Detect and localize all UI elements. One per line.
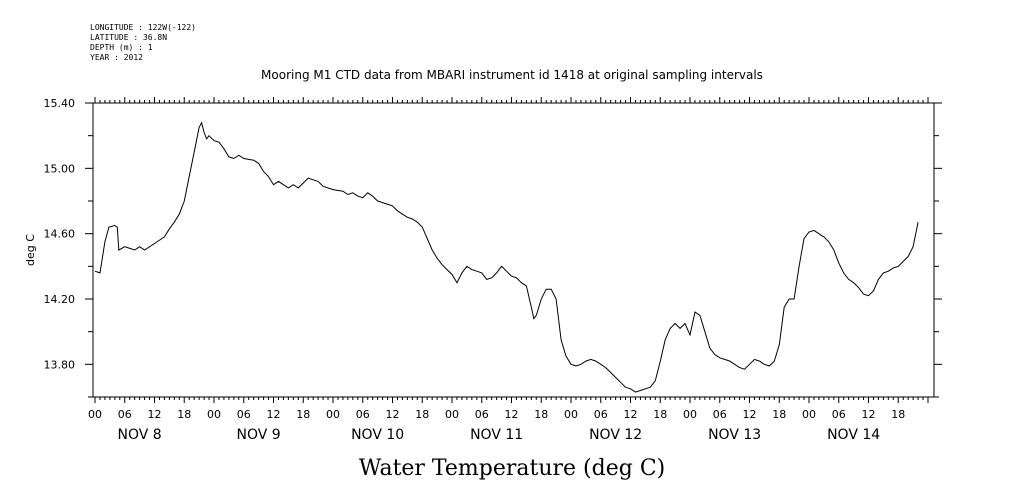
metadata-block: LONGITUDE : 122W(-122) LATITUDE : 36.8N … <box>90 23 196 62</box>
plot-frame <box>92 102 935 398</box>
x-hour-tick-label: 18 <box>415 408 429 421</box>
x-hour-tick-label: 12 <box>148 408 162 421</box>
x-hour-tick-label: 06 <box>713 408 727 421</box>
x-day-label: NOV 13 <box>708 427 761 443</box>
y-tick-labels: 13.80 14.20 14.60 15.00 15.40 <box>44 97 76 371</box>
x-hour-tick-label: 18 <box>891 408 905 421</box>
x-hour-tick-label: 18 <box>772 408 786 421</box>
y-tick-label: 14.20 <box>44 293 76 306</box>
y-axis-label: deg C <box>24 234 37 266</box>
x-day-label: NOV 11 <box>470 427 523 443</box>
x-hour-tick-label: 12 <box>624 408 638 421</box>
y-tick-label: 13.80 <box>44 358 76 371</box>
meta-latitude: LATITUDE : 36.8N <box>90 33 167 42</box>
x-hour-tick-label: 18 <box>653 408 667 421</box>
x-hour-tick-label: 00 <box>326 408 340 421</box>
x-hour-tick-label: 06 <box>237 408 251 421</box>
x-hour-tick-label: 00 <box>88 408 102 421</box>
x-hour-tick-label: 06 <box>475 408 489 421</box>
x-hour-tick-label: 06 <box>594 408 608 421</box>
x-hour-tick-label: 18 <box>177 408 191 421</box>
x-hour-tick-label: 00 <box>564 408 578 421</box>
x-hour-tick-label: 12 <box>267 408 281 421</box>
x-hour-tick-label: 00 <box>683 408 697 421</box>
x-hour-tick-label: 12 <box>505 408 519 421</box>
y-tick-label: 14.60 <box>44 228 76 241</box>
x-day-label: NOV 12 <box>589 427 642 443</box>
x-hour-tick-label: 06 <box>832 408 846 421</box>
temperature-series-line <box>94 121 919 393</box>
x-hour-tick-label: 12 <box>862 408 876 421</box>
x-day-label: NOV 9 <box>237 427 281 443</box>
y-tick-label: 15.40 <box>44 97 76 110</box>
y-tick-label: 15.00 <box>44 162 76 175</box>
x-tick-labels: 00 06 12 18 00 06 12 18 00 06 12 18 00 06 12 18 00 06 12 18… <box>88 408 905 421</box>
meta-longitude: LONGITUDE : 122W(-122) <box>90 23 196 32</box>
chart-title: Mooring M1 CTD data from MBARI instrumen… <box>261 68 763 82</box>
x-hour-tick-label: 18 <box>296 408 310 421</box>
x-hour-tick-label: 00 <box>802 408 816 421</box>
meta-year: YEAR : 2012 <box>90 53 143 62</box>
x-day-label: NOV 8 <box>118 427 162 443</box>
x-hour-tick-label: 00 <box>445 408 459 421</box>
x-hour-tick-label: 18 <box>534 408 548 421</box>
x-axis-label: Water Temperature (deg C) <box>359 456 666 481</box>
x-hour-tick-label: 12 <box>386 408 400 421</box>
x-day-label: NOV 14 <box>827 427 880 443</box>
meta-depth: DEPTH (m) : 1 <box>90 43 153 52</box>
x-hour-tick-label: 06 <box>118 408 132 421</box>
x-hour-tick-label: 12 <box>743 408 757 421</box>
axis-ticks <box>85 97 942 403</box>
day-labels: NOV 8 NOV 9 NOV 10 NOV 11 NOV 12 NOV 13 NOV 14 <box>118 427 881 443</box>
x-hour-tick-label: 00 <box>207 408 221 421</box>
x-day-label: NOV 10 <box>351 427 404 443</box>
x-hour-tick-label: 06 <box>356 408 370 421</box>
